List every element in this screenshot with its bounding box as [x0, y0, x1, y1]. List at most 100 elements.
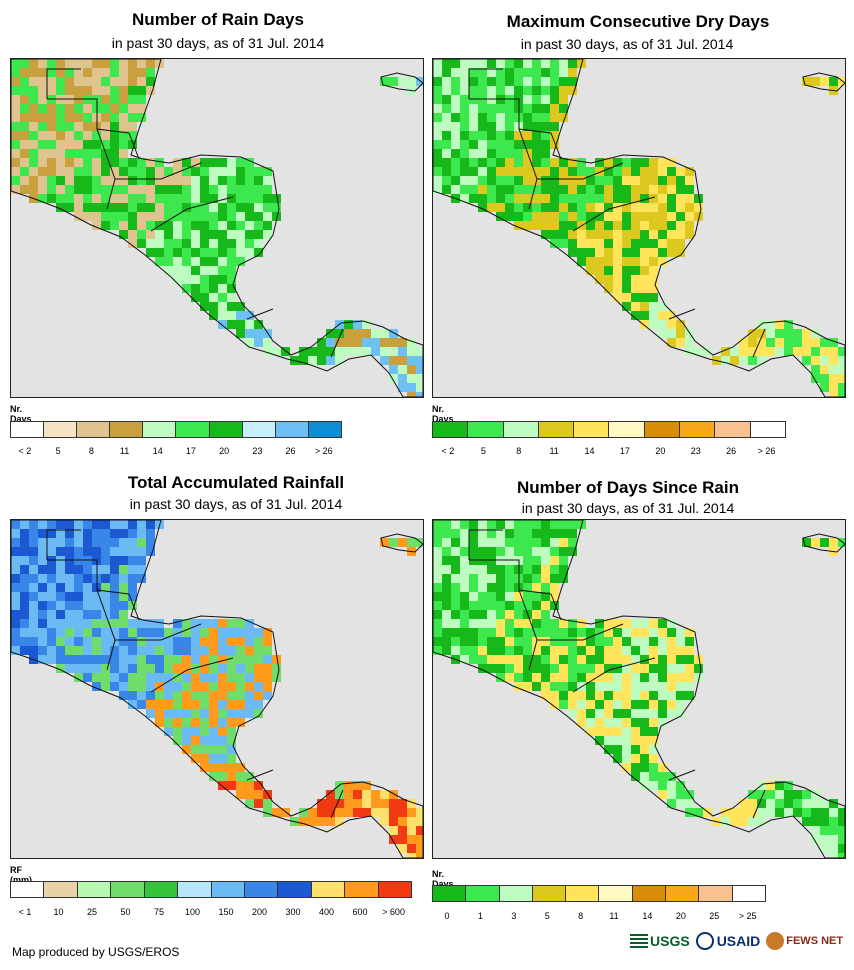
legend-bar [432, 885, 766, 902]
legend-label: 8 [88, 446, 94, 456]
legend-label: 200 [252, 907, 268, 917]
legend-label: 14 [152, 446, 163, 456]
legend-label: > 26 [757, 446, 776, 456]
legend-swatch [574, 422, 610, 437]
legend-label: 300 [285, 907, 301, 917]
panel-title: Number of Rain Days [132, 10, 304, 29]
legend-swatch [666, 886, 700, 901]
legend-swatch [44, 882, 78, 897]
legend-label: 23 [252, 446, 263, 456]
legend-swatch [311, 882, 346, 897]
legend-label: > 26 [314, 446, 333, 456]
legend-swatch [750, 422, 785, 437]
country-borders [11, 59, 423, 397]
legend-label: < 2 [441, 446, 455, 456]
land-pixels [11, 59, 423, 397]
legend-label: 14 [642, 911, 653, 921]
fews-net-logo: FEWS NET [766, 932, 843, 950]
legend-label: > 25 [738, 911, 757, 921]
legend-swatch [566, 886, 600, 901]
legend-swatch [178, 882, 212, 897]
map-canvas [433, 520, 845, 858]
legend-title: RF (mm) [10, 865, 32, 885]
legend-swatch [244, 882, 279, 897]
legend-label: 11 [549, 446, 559, 456]
panel-subtitle: in past 30 days, as of 31 Jul. 2014 [111, 35, 325, 51]
legend-label: 23 [690, 446, 701, 456]
legend-label: 11 [609, 911, 619, 921]
map-rain-days [10, 58, 424, 398]
legend-label: 75 [154, 907, 165, 917]
legend-label: 10 [53, 907, 64, 917]
land-pixels [11, 520, 423, 858]
legend-label: 14 [584, 446, 595, 456]
legend-swatch [176, 422, 210, 437]
legend-title: Nr. Days [10, 404, 32, 424]
legend-swatch [644, 422, 681, 437]
land-pixels [433, 59, 845, 397]
legend-swatch [211, 882, 245, 897]
panel-title: Maximum Consecutive Dry Days [506, 12, 770, 31]
map-canvas [433, 59, 845, 397]
legend-swatch [680, 422, 716, 437]
legend-swatch [499, 886, 533, 901]
legend-swatch [144, 882, 179, 897]
legend-label: 8 [578, 911, 584, 921]
usaid-logo: USAID [695, 932, 760, 950]
map-since-rain [432, 519, 846, 859]
legend-label: < 2 [18, 446, 32, 456]
legend-label: 600 [352, 907, 368, 917]
legend-label: 17 [185, 446, 196, 456]
legend-swatch [143, 422, 177, 437]
map-rainfall [10, 519, 424, 859]
legend-swatch [242, 422, 276, 437]
legend-swatch [433, 422, 469, 437]
legend-bar [432, 421, 786, 438]
fews-seal-icon [766, 932, 785, 950]
legend-label: 25 [87, 907, 98, 917]
footer-credit: Map produced by USGS/EROS [12, 945, 180, 959]
usgs-logo: USGS [630, 933, 690, 949]
legend-title: Nr. Days [432, 404, 454, 424]
legend-swatch [110, 422, 144, 437]
legend-label: 11 [119, 446, 130, 456]
legend-label: 26 [285, 446, 296, 456]
country-borders [433, 520, 845, 858]
legend-swatch [111, 882, 145, 897]
legend-swatch [632, 886, 667, 901]
legend-label: 5 [544, 911, 550, 921]
legend-swatch [532, 886, 567, 901]
legend-swatch [77, 882, 112, 897]
map-canvas [11, 59, 423, 397]
legend-swatch [308, 422, 341, 437]
legend-label: 100 [185, 907, 201, 917]
legend-label: 5 [480, 446, 486, 456]
legend-bar [10, 421, 342, 438]
legend-title: Nr. Days [432, 869, 454, 889]
panel-title: Number of Days Since Rain [516, 478, 739, 497]
legend-swatch [468, 422, 504, 437]
legend-label: 150 [218, 907, 234, 917]
legend-swatch [275, 422, 309, 437]
country-borders [433, 59, 845, 397]
legend-label: 20 [675, 911, 686, 921]
legend-label: 1 [477, 911, 483, 921]
panel-subtitle: in past 30 days, as of 31 Jul. 2014 [521, 500, 735, 516]
legend-label: 5 [55, 446, 61, 456]
legend-label: 8 [516, 446, 522, 456]
panel-subtitle: in past 30 days, as of 31 Jul. 2014 [520, 36, 734, 52]
legend-label: 50 [120, 907, 131, 917]
legend-label: 400 [319, 907, 335, 917]
legend-swatch [699, 886, 733, 901]
panel-subtitle: in past 30 days, as of 31 Jul. 2014 [129, 496, 343, 512]
legend-swatch [278, 882, 312, 897]
logo-strip: USGS USAID FEWS NET [630, 932, 843, 950]
legend-label: 3 [511, 911, 517, 921]
legend-swatch [538, 422, 575, 437]
legend-swatch [345, 882, 379, 897]
legend-label: 26 [726, 446, 737, 456]
legend-swatch [378, 882, 412, 897]
legend-label: 25 [709, 911, 720, 921]
legend-swatch [715, 422, 751, 437]
legend-label: 0 [444, 911, 450, 921]
